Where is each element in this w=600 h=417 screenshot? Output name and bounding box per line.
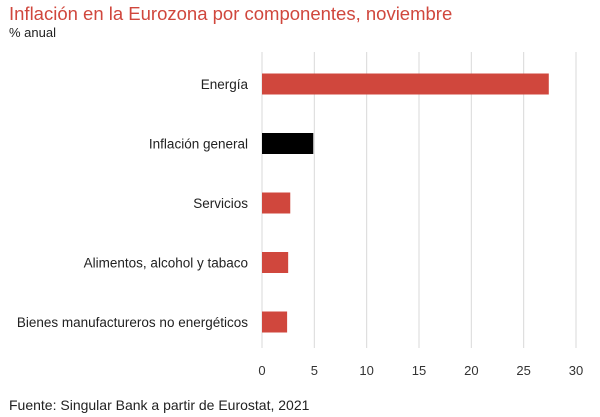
category-label: Alimentos, alcohol y tabaco xyxy=(84,256,248,271)
category-label: Inflación general xyxy=(149,137,248,152)
x-tick-label: 10 xyxy=(359,363,373,378)
bar xyxy=(262,73,549,95)
chart-subtitle: % anual xyxy=(9,25,56,40)
x-tick-labels: 0 5 10 15 20 25 30 xyxy=(258,363,583,378)
x-tick-label: 20 xyxy=(464,363,478,378)
x-tick-label: 0 xyxy=(258,363,265,378)
x-tick-label: 5 xyxy=(311,363,318,378)
x-tick-label: 30 xyxy=(569,363,583,378)
grid-lines xyxy=(261,52,577,348)
category-label: Servicios xyxy=(193,196,248,211)
bar xyxy=(262,311,288,333)
category-label: Energía xyxy=(201,77,249,92)
chart-title: Inflación en la Eurozona por componentes… xyxy=(9,3,453,24)
bars xyxy=(262,73,549,333)
bar xyxy=(262,133,314,154)
x-tick-label: 15 xyxy=(412,363,426,378)
bar xyxy=(262,192,291,214)
source-note: Fuente: Singular Bank a partir de Eurost… xyxy=(9,397,310,413)
x-tick-label: 25 xyxy=(516,363,530,378)
category-label: Bienes manufactureros no energéticos xyxy=(17,315,248,330)
category-labels: Energía Inflación general Servicios Aliment… xyxy=(17,77,249,330)
bar xyxy=(262,252,289,273)
